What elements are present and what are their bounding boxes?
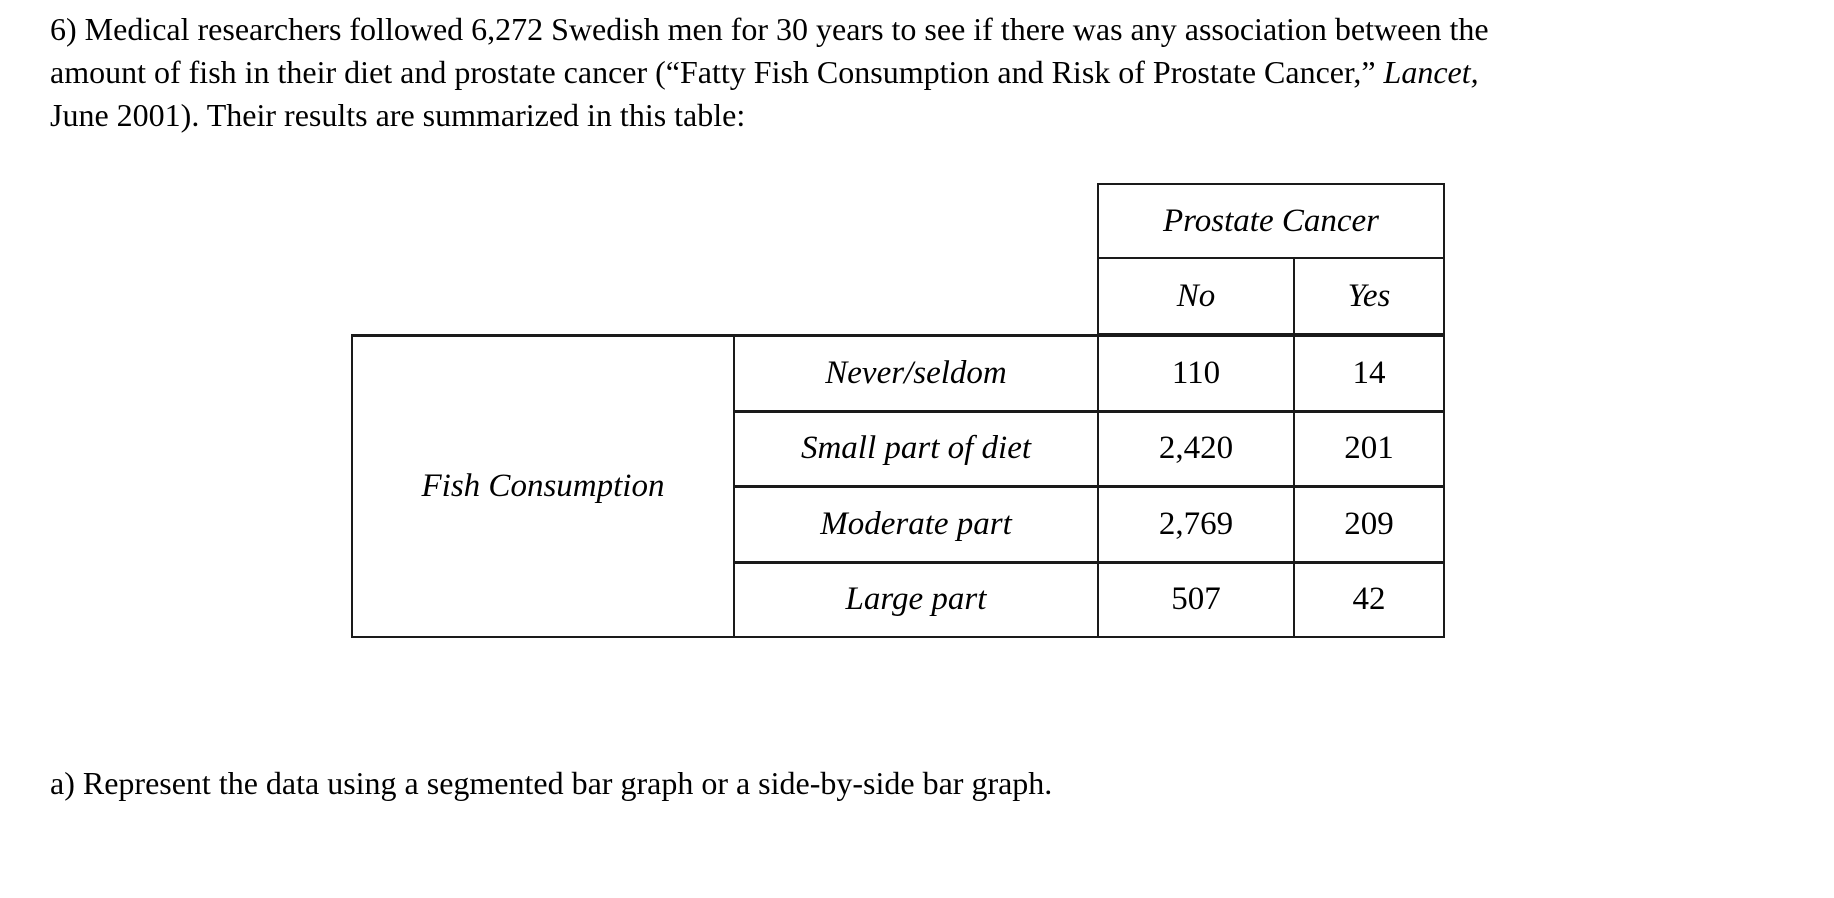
column-group-header-cell: Prostate Cancer [1099,185,1443,259]
table-rows: Never/seldom 110 14 Small part of diet 2… [735,337,1443,636]
row-label-cell: Large part [735,563,1099,636]
data-cell-no: 507 [1099,563,1295,636]
problem-line-1-text: 6) Medical researchers followed 6,272 Sw… [50,11,1489,47]
row-label-cell: Small part of diet [735,412,1099,485]
column-header-no: No [1099,259,1295,333]
problem-line-3-text: June 2001). Their results are summarized… [50,97,746,133]
journal-name: Lancet, [1383,54,1479,90]
data-cell-yes: 201 [1344,430,1394,467]
problem-line-3: June 2001). Their results are summarized… [50,94,1489,137]
table-row: Moderate part 2,769 209 [735,488,1443,564]
table-row: Never/seldom 110 14 [735,337,1443,413]
problem-line-2-text: amount of fish in their diet and prostat… [50,54,1384,90]
data-cell-yes: 42 [1352,581,1386,618]
problem-line-2: amount of fish in their diet and prostat… [50,51,1489,94]
table-row: Large part 507 42 [735,563,1443,636]
data-cell-no: 2,420 [1099,412,1295,485]
data-cell-yes: 209 [1344,505,1394,542]
data-cell-yes: 14 [1352,354,1386,391]
problem-statement: 6) Medical researchers followed 6,272 Sw… [50,8,1489,137]
column-headers-row: No Yes [1099,259,1443,333]
row-label-cell: Moderate part [735,488,1099,561]
row-group-header-label: Fish Consumption [421,468,665,504]
data-cell-no: 110 [1099,337,1295,410]
data-cell-no: 2,769 [1099,488,1295,561]
table-column-header-box: Prostate Cancer No Yes [1097,183,1445,335]
column-header-yes: Yes [1347,277,1391,314]
question-a: a) Represent the data using a segmented … [50,765,1053,801]
row-group-header-cell: Fish Consumption [353,337,735,636]
column-group-header-label: Prostate Cancer [1163,202,1379,239]
table-row: Small part of diet 2,420 201 [735,412,1443,488]
problem-line-1: 6) Medical researchers followed 6,272 Sw… [50,8,1489,51]
row-label-cell: Never/seldom [735,337,1099,410]
table-body-box: Fish Consumption Never/seldom 110 14 Sma… [351,334,1445,638]
